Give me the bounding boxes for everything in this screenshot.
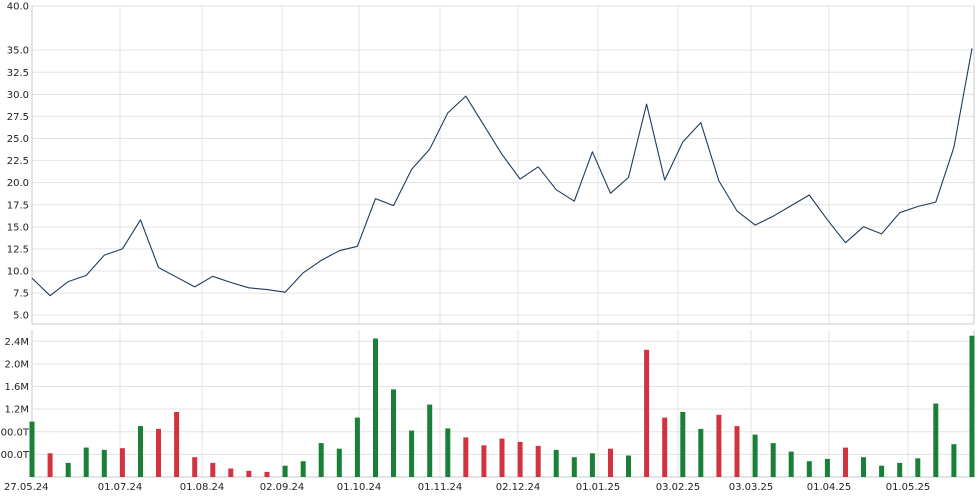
volume-bar bbox=[445, 428, 451, 477]
price-y-tick-label: 7.5 bbox=[13, 289, 29, 300]
price-y-tick-label: 12.5 bbox=[7, 244, 29, 255]
volume-bar bbox=[553, 449, 559, 477]
volume-bar bbox=[680, 412, 686, 477]
price-y-tick-label: 17.5 bbox=[7, 200, 29, 211]
volume-bar bbox=[626, 455, 631, 477]
x-tick-label: 03.02.25 bbox=[656, 482, 701, 493]
volume-bar bbox=[933, 403, 939, 477]
volume-bar bbox=[264, 471, 270, 477]
price-y-tick-label: 40.0 bbox=[7, 2, 29, 13]
volume-bar bbox=[282, 465, 288, 477]
volume-bar bbox=[571, 457, 577, 477]
volume-bar bbox=[716, 414, 722, 477]
price-y-tick-label: 32.5 bbox=[7, 68, 29, 79]
volume-y-tick-label: 2.4M bbox=[4, 337, 29, 348]
volume-bar bbox=[806, 461, 812, 477]
volume-bar bbox=[409, 430, 415, 477]
price-y-tick-label: 25.0 bbox=[7, 134, 29, 145]
price-y-tick-label: 10.0 bbox=[7, 267, 29, 278]
volume-panel: 2.4M 2.0M 1.6M 1.2M 800.0T 400.0T bbox=[0, 335, 975, 477]
volume-bar bbox=[752, 434, 758, 477]
price-panel: 40.0 35.0 32.5 30.0 27.5 25.0 22.5 20.0 17.5 15.0… bbox=[7, 2, 975, 478]
volume-bar bbox=[734, 426, 740, 477]
volume-bar bbox=[969, 335, 975, 477]
volume-y-tick-label: 800.0T bbox=[0, 427, 30, 438]
volume-bar bbox=[246, 470, 252, 477]
volume-bar bbox=[644, 349, 650, 477]
volume-bar bbox=[788, 451, 794, 477]
volume-bar bbox=[662, 417, 668, 477]
volume-bar bbox=[499, 438, 505, 477]
volume-bar bbox=[47, 453, 53, 477]
volume-bar bbox=[843, 447, 848, 477]
volume-y-tick-label: 1.6M bbox=[4, 382, 29, 393]
volume-bar bbox=[192, 457, 198, 477]
volume-bar bbox=[65, 462, 71, 477]
x-tick-label: 01.11.24 bbox=[418, 482, 463, 493]
x-tick-label: 02.12.24 bbox=[496, 482, 541, 493]
x-axis: 27.05.24 01.07.24 01.08.24 02.09.24 01.10.24… bbox=[4, 482, 930, 493]
price-y-tick-label: 15.0 bbox=[7, 222, 29, 233]
volume-bar bbox=[535, 445, 541, 477]
volume-bar bbox=[228, 468, 234, 477]
volume-bar bbox=[29, 421, 35, 477]
volume-y-tick-label: 400.0T bbox=[0, 450, 30, 461]
x-tick-label: 01.08.24 bbox=[180, 482, 225, 493]
volume-bar bbox=[608, 448, 613, 477]
volume-y-tick-label: 2.0M bbox=[4, 359, 29, 370]
volume-bar bbox=[101, 449, 107, 477]
volume-bar bbox=[210, 462, 216, 477]
x-tick-label: 02.09.24 bbox=[260, 482, 305, 493]
volume-bar bbox=[698, 428, 704, 477]
x-tick-label: 27.05.24 bbox=[4, 482, 49, 493]
price-y-tick-label: 30.0 bbox=[7, 90, 29, 101]
volume-bar bbox=[951, 444, 957, 477]
x-tick-label: 01.07.24 bbox=[98, 482, 143, 493]
price-line bbox=[31, 48, 973, 297]
volume-bar bbox=[119, 448, 125, 477]
volume-bar bbox=[354, 417, 360, 477]
volume-bar bbox=[427, 404, 433, 477]
volume-bar bbox=[915, 458, 921, 477]
volume-bar bbox=[824, 458, 830, 477]
volume-bar bbox=[463, 437, 469, 477]
volume-bar bbox=[770, 443, 776, 477]
volume-bar bbox=[861, 457, 866, 477]
volume-bar bbox=[83, 447, 89, 477]
volume-bar bbox=[481, 445, 487, 477]
volume-bar bbox=[174, 412, 180, 477]
volume-bar bbox=[897, 462, 903, 477]
price-y-tick-label: 20.0 bbox=[7, 178, 29, 189]
price-y-tick-label: 22.5 bbox=[7, 156, 29, 167]
volume-bar bbox=[138, 426, 143, 477]
volume-bar bbox=[373, 338, 378, 477]
volume-bar bbox=[391, 389, 396, 477]
x-tick-label: 01.01.25 bbox=[576, 482, 621, 493]
x-tick-label: 01.04.25 bbox=[807, 482, 852, 493]
x-tick-label: 03.03.25 bbox=[729, 482, 774, 493]
price-y-tick-label: 27.5 bbox=[7, 112, 29, 123]
price-y-tick-label: 35.0 bbox=[7, 46, 29, 57]
x-tick-label: 01.10.24 bbox=[337, 482, 382, 493]
volume-bar bbox=[318, 443, 324, 477]
volume-bar bbox=[879, 465, 885, 477]
volume-bar bbox=[336, 448, 342, 477]
volume-bar bbox=[517, 441, 523, 477]
volume-bar bbox=[156, 428, 161, 477]
volume-bar bbox=[300, 461, 306, 477]
price-y-tick-label: 5.0 bbox=[13, 311, 29, 322]
volume-y-tick-label: 1.2M bbox=[4, 405, 29, 416]
volume-bar bbox=[589, 453, 595, 477]
x-tick-label: 01.05.25 bbox=[886, 482, 931, 493]
